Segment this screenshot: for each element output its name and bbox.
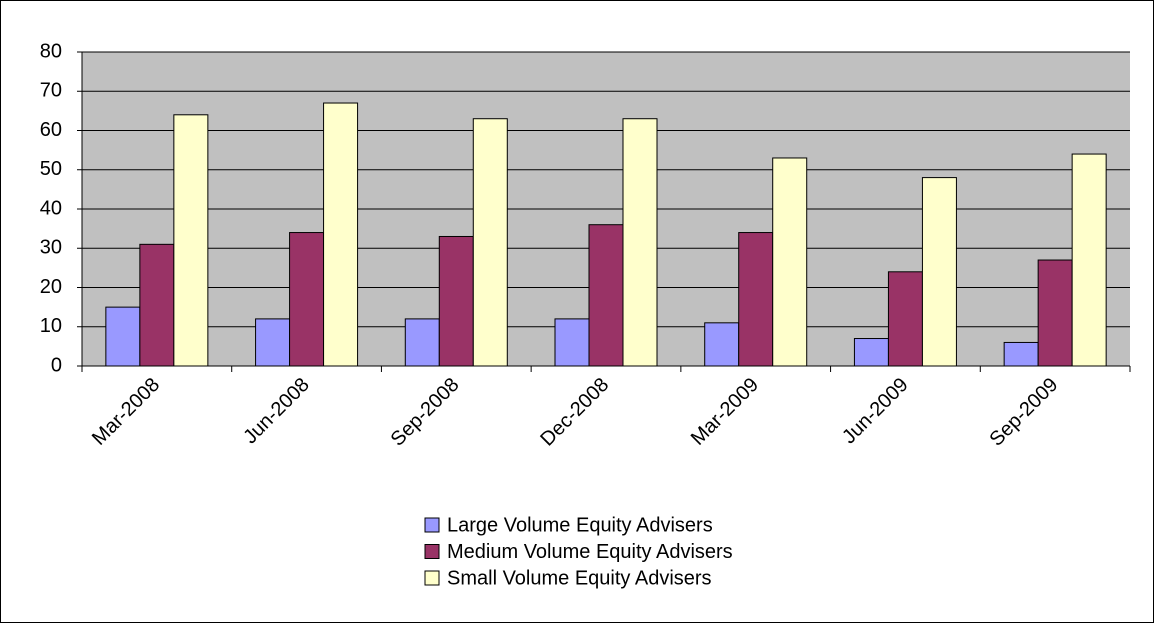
bar <box>1003 341 1039 367</box>
bar <box>289 232 325 367</box>
bar <box>704 322 740 367</box>
legend-swatch <box>424 544 440 559</box>
bar <box>887 271 923 367</box>
bar <box>472 118 508 367</box>
y-tick-label: 0 <box>51 354 62 376</box>
bar <box>622 118 658 367</box>
y-tick-label: 80 <box>40 40 62 62</box>
y-tick-label: 40 <box>40 197 62 219</box>
legend-swatch <box>424 517 440 533</box>
legend-label: Large Volume Equity Advisers <box>447 514 713 536</box>
bar <box>404 318 440 367</box>
bar <box>139 243 175 367</box>
bar <box>738 232 774 367</box>
bar <box>554 318 590 367</box>
y-tick-label: 70 <box>40 80 62 102</box>
bar <box>105 306 141 367</box>
legend-label: Medium Volume Equity Advisers <box>447 541 733 563</box>
bar <box>1071 153 1107 367</box>
bar <box>255 318 291 367</box>
y-tick-label: 10 <box>40 315 62 337</box>
y-tick-label: 30 <box>40 237 62 259</box>
bar <box>588 224 624 367</box>
bar <box>772 157 808 367</box>
legend-swatch <box>424 570 440 586</box>
bar <box>1037 259 1073 367</box>
y-tick-label: 20 <box>40 276 62 298</box>
legend-label: Small Volume Equity Advisers <box>447 567 712 589</box>
bar <box>323 102 359 367</box>
bar <box>853 338 889 367</box>
bar <box>438 235 474 367</box>
y-tick-label: 60 <box>40 119 62 141</box>
bar <box>173 114 209 367</box>
y-tick-label: 50 <box>40 158 62 180</box>
bar <box>921 177 957 367</box>
